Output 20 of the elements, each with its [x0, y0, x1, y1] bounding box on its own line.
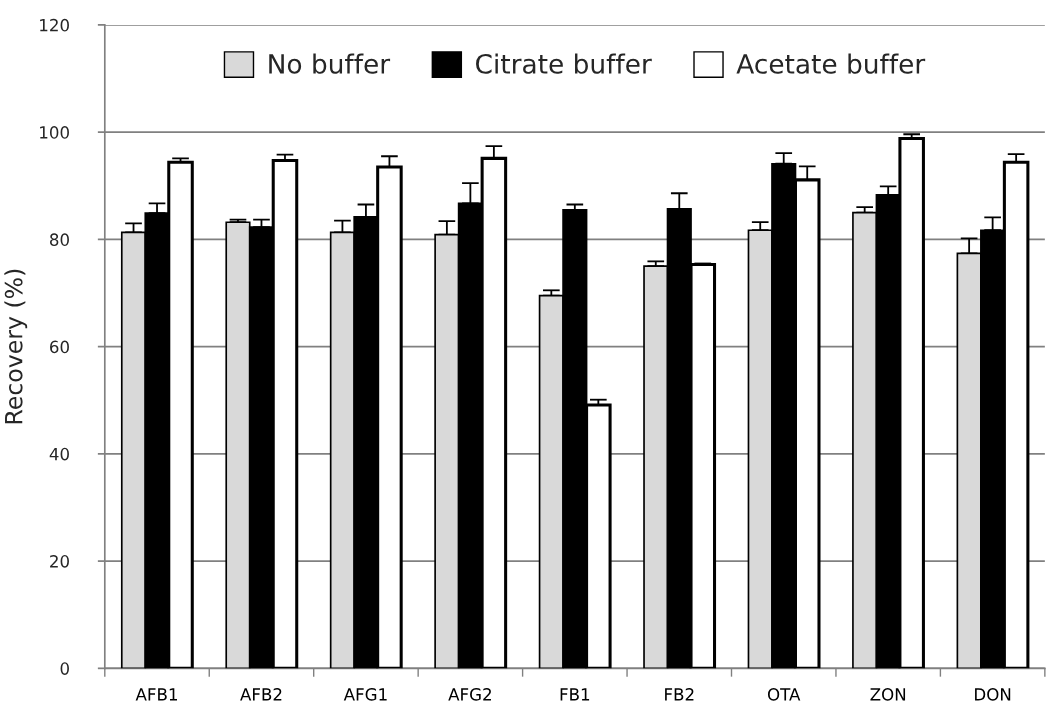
- y-tick-label: 20: [50, 555, 69, 568]
- x-tick-label: AFG2: [448, 688, 491, 701]
- y-tick-label: 80: [50, 233, 69, 246]
- y-tick-label: 100: [40, 126, 69, 139]
- y-tick-label: 40: [49, 447, 69, 461]
- x-tick-label: FB2: [665, 688, 694, 701]
- y-axis-title: Recovery (%): [4, 269, 28, 424]
- x-tick-label: OTA: [767, 688, 801, 701]
- legend-label: Acetate buffer: [736, 53, 926, 74]
- x-tick-label: ZON: [870, 688, 906, 701]
- y-tick-label: 0: [60, 662, 69, 675]
- x-tick-label: DON: [975, 688, 1011, 701]
- legend-label: No buffer: [269, 53, 391, 74]
- legend-label: Citrate buffer: [476, 53, 652, 74]
- y-tick-label: 60: [50, 340, 69, 354]
- x-tick-label: AFG1: [343, 688, 387, 701]
- y-tick-label: 120: [40, 18, 69, 32]
- x-tick-label: FB1: [560, 688, 590, 701]
- x-tick-label: AFB1: [135, 688, 177, 701]
- x-tick-label: AFB2: [240, 688, 282, 701]
